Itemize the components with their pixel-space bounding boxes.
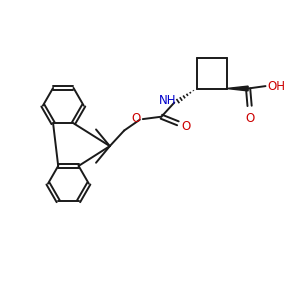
Text: OH: OH bbox=[267, 80, 285, 93]
Text: NH: NH bbox=[159, 94, 177, 107]
Text: O: O bbox=[245, 112, 254, 125]
Text: O: O bbox=[181, 120, 190, 133]
Text: O: O bbox=[131, 112, 140, 125]
Polygon shape bbox=[226, 86, 248, 91]
